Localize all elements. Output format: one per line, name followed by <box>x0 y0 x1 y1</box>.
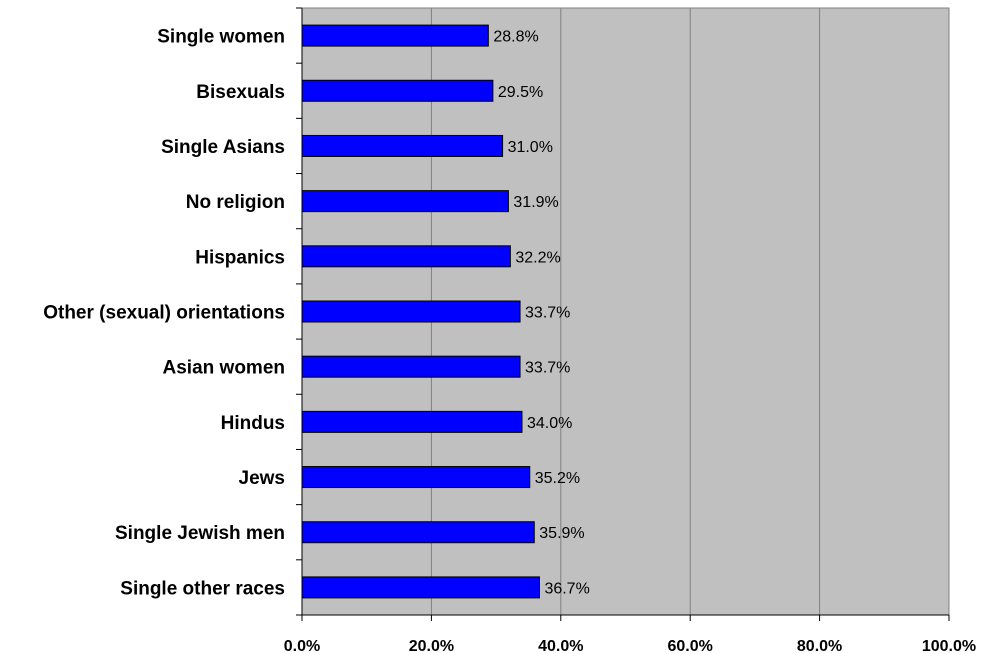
category-label: Other (sexual) orientations <box>43 303 285 324</box>
bar <box>301 134 504 157</box>
bar <box>301 24 489 47</box>
data-label: 35.9% <box>539 525 584 542</box>
data-label: 33.7% <box>525 305 570 322</box>
category-label: No religion <box>186 192 285 213</box>
x-tick-label: 20.0% <box>409 638 454 654</box>
x-tick-label: 80.0% <box>797 638 842 654</box>
x-tick-label: 60.0% <box>668 638 713 654</box>
data-label: 28.8% <box>493 29 538 46</box>
data-label: 36.7% <box>544 580 589 597</box>
category-labels: Single women Bisexuals Single Asians No rel… <box>43 7 302 616</box>
category-label: Bisexuals <box>196 82 285 103</box>
bars <box>301 24 540 599</box>
x-tick-label: 40.0% <box>538 638 583 654</box>
bar <box>301 355 521 378</box>
bar <box>301 466 531 489</box>
data-labels: 28.8% 29.5% 31.0% 31.9% 32.2% 33.7% 33.7% 34.0%… <box>493 29 589 598</box>
data-label: 35.2% <box>535 470 580 487</box>
category-label: Single other races <box>120 578 285 599</box>
bar <box>301 245 511 268</box>
data-label: 31.0% <box>508 139 553 156</box>
bar <box>301 79 494 102</box>
x-tick-label: 100.0% <box>922 638 976 654</box>
bar <box>301 410 523 433</box>
category-label: Hindus <box>221 413 285 434</box>
category-label: Single women <box>157 27 285 48</box>
category-label: Single Asians <box>161 137 285 158</box>
bar <box>301 576 540 599</box>
category-label: Single Jewish men <box>115 523 285 544</box>
category-label: Asian women <box>163 358 285 379</box>
bar <box>301 521 535 544</box>
category-label: Jews <box>239 468 285 489</box>
x-axis-ticks: 0.0% 20.0% 40.0% 60.0% 80.0% 100.0% <box>284 615 976 654</box>
category-label: Hispanics <box>195 247 285 268</box>
data-label: 29.5% <box>498 84 543 101</box>
data-label: 34.0% <box>527 415 572 432</box>
x-tick-label: 0.0% <box>284 638 320 654</box>
bar <box>301 190 509 213</box>
data-label: 33.7% <box>525 360 570 377</box>
bar <box>301 300 521 323</box>
data-label: 32.2% <box>515 249 560 266</box>
data-label: 31.9% <box>513 194 558 211</box>
